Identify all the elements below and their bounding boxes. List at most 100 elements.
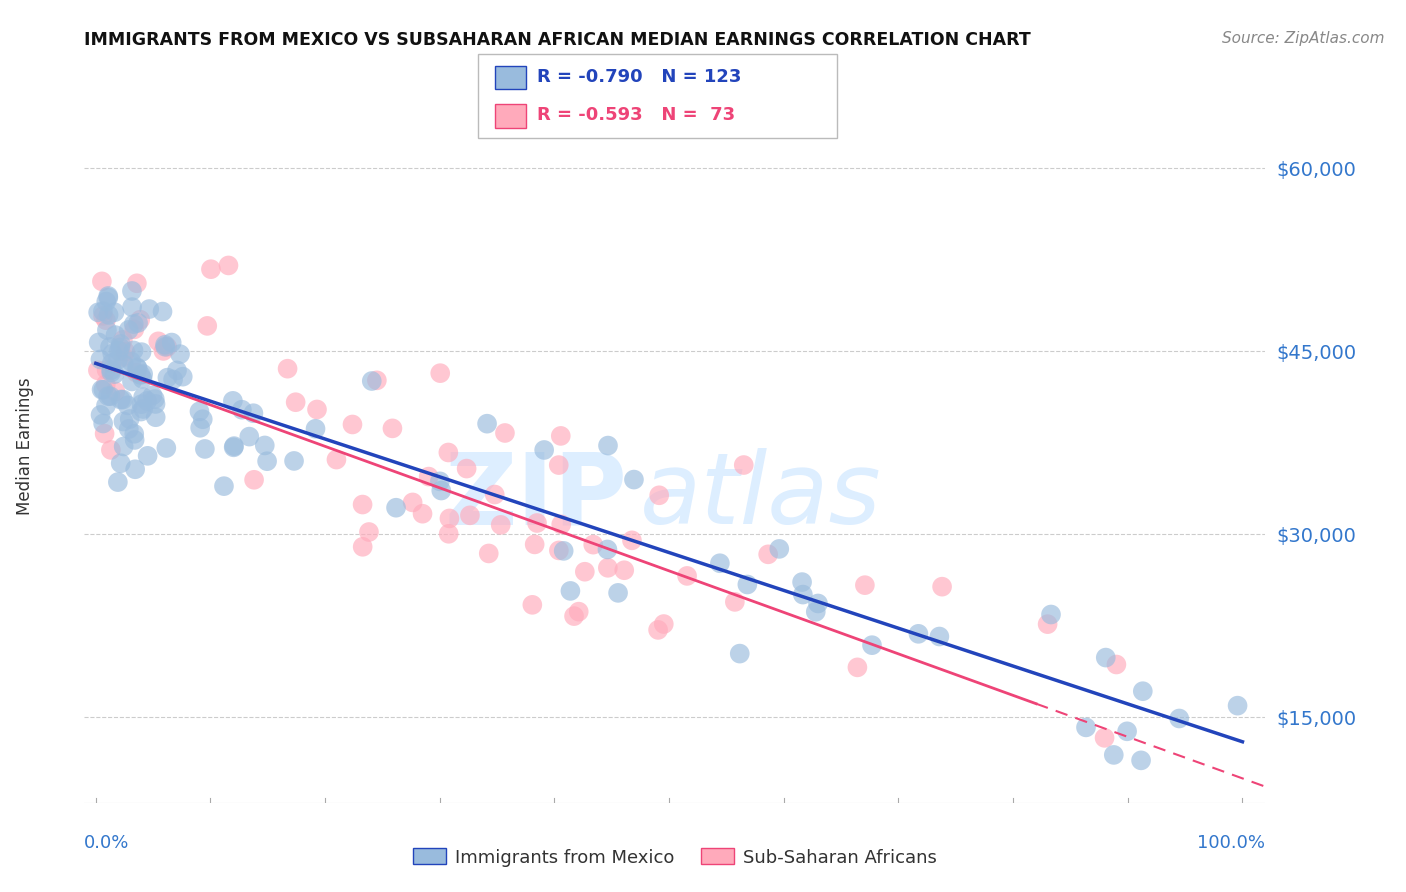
Point [100,389,122,403]
Point [1094,650,1116,665]
Point [756,547,779,561]
Point [489,517,512,532]
Point [342,417,364,432]
Point [475,417,498,431]
Point [141,388,163,402]
Point [129,368,152,382]
Text: 100.0%: 100.0% [1198,834,1265,852]
Text: 0.0%: 0.0% [84,834,129,852]
Point [366,373,388,387]
Point [152,304,174,318]
Point [596,439,619,453]
Point [110,341,132,355]
Point [162,372,184,386]
Point [582,538,605,552]
Point [1094,731,1116,745]
Point [148,334,170,349]
Point [121,300,143,314]
Point [1036,617,1059,632]
Point [305,402,328,417]
Point [553,544,575,558]
Point [429,366,451,380]
Point [1105,657,1128,672]
Point [94,313,117,327]
Point [152,343,174,358]
Point [100,365,122,379]
Point [550,429,572,443]
Point [620,533,643,548]
Point [136,394,159,409]
Point [533,442,555,457]
Point [430,483,453,498]
Point [357,524,380,539]
Point [418,469,440,483]
Point [87,363,110,377]
Point [846,660,869,674]
Point [381,421,404,435]
Point [724,595,747,609]
Point [1074,720,1097,734]
Point [284,395,307,409]
Point [200,262,222,277]
Point [792,588,814,602]
Point [733,458,755,472]
Point [131,372,153,386]
Point [101,347,124,361]
Point [195,318,218,333]
Point [112,440,135,454]
Point [124,433,146,447]
Point [125,366,148,380]
Point [103,305,125,319]
Point [129,312,152,326]
Point [494,425,516,440]
Point [156,340,179,354]
Point [90,274,112,288]
Point [118,323,141,337]
Point [172,369,194,384]
Text: Median Earnings: Median Earnings [17,377,34,515]
Point [90,383,112,397]
Point [89,352,111,367]
Point [188,421,211,435]
Point [143,392,166,406]
Point [1130,753,1153,767]
Point [97,291,120,305]
Point [118,412,141,426]
Point [191,412,214,426]
Text: atlas: atlas [640,448,882,545]
Point [412,507,434,521]
Point [96,294,118,309]
Point [108,343,131,358]
Point [928,630,950,644]
Text: R = -0.593   N =  73: R = -0.593 N = 73 [537,106,735,124]
Point [136,449,159,463]
Point [169,347,191,361]
Point [107,475,129,489]
Point [125,360,148,375]
Point [145,397,167,411]
Point [526,516,548,530]
Point [325,452,347,467]
Point [127,361,149,376]
Point [522,598,544,612]
Point [114,344,136,359]
Point [93,426,115,441]
Point [222,440,245,454]
Point [547,543,569,558]
Text: Source: ZipAtlas.com: Source: ZipAtlas.com [1222,31,1385,46]
Point [728,647,751,661]
Text: IMMIGRANTS FROM MEXICO VS SUBSAHARAN AFRICAN MEDIAN EARNINGS CORRELATION CHART: IMMIGRANTS FROM MEXICO VS SUBSAHARAN AFR… [84,31,1031,49]
Point [560,583,582,598]
Point [853,578,876,592]
Point [360,374,382,388]
Point [96,323,118,337]
Point [907,627,929,641]
Point [94,399,117,413]
Point [87,305,110,319]
Point [1168,711,1191,725]
Point [613,563,636,577]
Point [385,500,408,515]
Point [352,498,374,512]
Point [129,404,152,418]
Point [676,569,699,583]
